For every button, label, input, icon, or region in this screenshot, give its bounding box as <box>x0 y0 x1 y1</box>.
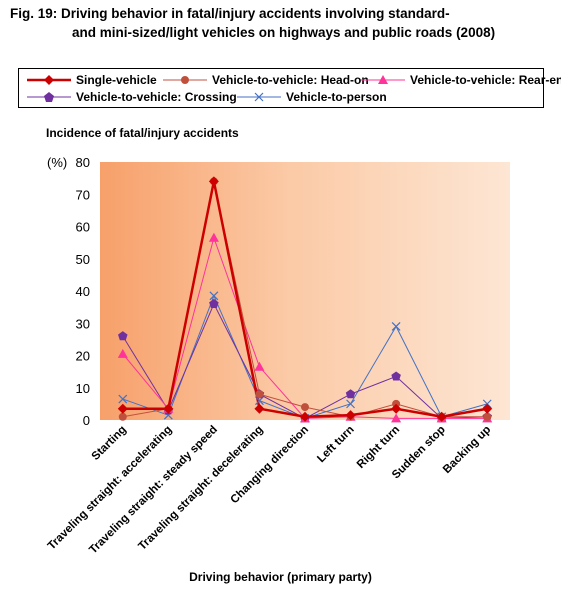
x-category-label: Left turn <box>315 424 356 465</box>
legend-marker-pentagon-icon <box>27 92 71 102</box>
x-category-label: Changing direction <box>229 424 312 507</box>
data-point <box>118 394 128 404</box>
legend-item-crossing: Vehicle-to-vehicle: Crossing <box>27 90 237 104</box>
data-point <box>118 412 127 421</box>
data-point <box>436 411 447 422</box>
y-tick-label: 80 <box>76 155 90 170</box>
data-point <box>391 322 401 331</box>
data-point <box>208 232 219 242</box>
data-point <box>254 403 265 414</box>
data-point <box>483 412 492 421</box>
data-point <box>345 410 356 421</box>
data-point <box>208 176 219 187</box>
data-point <box>391 403 402 414</box>
data-point <box>301 403 309 412</box>
x-category-label: Backing up <box>441 424 493 476</box>
y-tick-label: 10 <box>76 381 90 396</box>
y-tick-label: 70 <box>76 187 90 202</box>
legend-label: Vehicle-to-vehicle: Head-on <box>212 73 369 87</box>
title-line-1: Fig. 19: Driving behavior in fatal/injur… <box>10 6 450 21</box>
x-category-label: Starting <box>90 424 129 463</box>
legend-label: Single-vehicle <box>76 73 157 87</box>
y-axis-unit: (%) <box>47 155 67 170</box>
data-point <box>346 399 355 409</box>
data-point <box>255 390 264 399</box>
data-point <box>117 403 128 414</box>
legend-marker-triangle-icon <box>361 75 405 84</box>
data-point <box>117 348 128 358</box>
legend-label: Vehicle-to-vehicle: Crossing <box>76 90 237 104</box>
data-point <box>209 291 219 301</box>
legend-item-single-vehicle: Single-vehicle <box>27 73 157 87</box>
data-point <box>391 371 401 381</box>
y-tick-label: 40 <box>76 284 90 299</box>
y-tick-label: 0 <box>83 413 90 428</box>
legend-item-rear-end: Vehicle-to-vehicle: Rear-end <box>361 73 561 87</box>
legend-label: Vehicle-to-vehicle: Rear-end <box>410 73 561 87</box>
y-tick-label: 60 <box>76 220 90 235</box>
y-axis-title: Incidence of fatal/injury accidents <box>46 126 239 140</box>
legend-marker-circle-icon <box>163 76 207 84</box>
data-point <box>391 413 402 423</box>
legend-item-vehicle-to-person: Vehicle-to-person <box>237 90 387 104</box>
title-line-2: and mini-sized/light vehicles on highway… <box>72 25 496 40</box>
y-tick-label: 20 <box>76 349 90 364</box>
data-point <box>118 331 128 341</box>
legend-item-head-on: Vehicle-to-vehicle: Head-on <box>163 73 369 87</box>
data-point <box>163 403 174 414</box>
data-point <box>482 403 493 414</box>
data-point <box>209 298 219 308</box>
legend-label: Vehicle-to-person <box>286 90 387 104</box>
data-point <box>300 411 310 422</box>
x-axis-title: Driving behavior (primary party) <box>189 570 372 584</box>
x-category-label: Right turn <box>355 424 402 471</box>
chart-title: Fig. 19: Driving behavior in fatal/injur… <box>10 4 555 42</box>
data-point <box>254 361 265 371</box>
y-tick-label: 50 <box>76 252 90 267</box>
legend: Single-vehicle Vehicle-to-vehicle: Head-… <box>18 68 561 108</box>
data-point <box>345 389 356 399</box>
legend-marker-x-icon <box>237 92 281 102</box>
y-tick-label: 30 <box>76 316 90 331</box>
legend-marker-diamond-icon <box>27 75 71 85</box>
plot-area <box>100 162 510 420</box>
